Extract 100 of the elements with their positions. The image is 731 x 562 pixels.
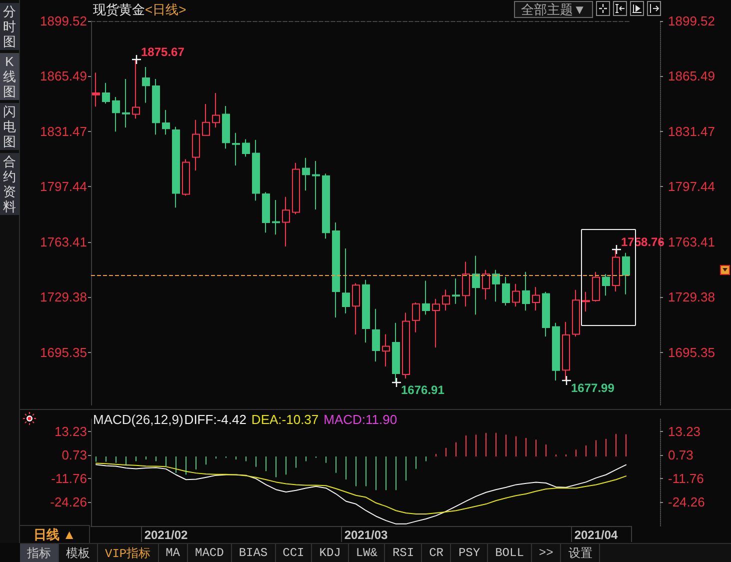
candlestick <box>382 334 390 368</box>
candlestick <box>172 126 180 208</box>
candlestick <box>212 92 220 128</box>
y-tick-label: 1865.49 <box>40 68 87 84</box>
candlestick <box>262 192 270 234</box>
text: 全部主题▼ <box>514 1 593 18</box>
text: CCI <box>276 544 312 562</box>
y2-tick-label: 1899.52 <box>668 14 715 28</box>
candlestick <box>502 276 510 306</box>
candlestick <box>482 269 490 300</box>
y-tick-label: 1729.38 <box>40 290 87 305</box>
tab: K线图 <box>0 53 19 100</box>
candlestick <box>342 248 350 314</box>
x-tick-label: 2021/04 <box>574 528 618 542</box>
candlestick <box>442 289 450 312</box>
y-tick-label: 1797.44 <box>40 179 87 194</box>
candlestick <box>222 105 230 150</box>
text: BOLL <box>488 544 532 562</box>
y2-tick-label: 1865.49 <box>668 68 715 84</box>
text: 1677.99 <box>571 381 614 396</box>
candlestick <box>332 222 340 318</box>
y2-tick-label: 1797.44 <box>668 179 715 194</box>
text: MA <box>158 544 188 562</box>
candlestick <box>372 308 380 362</box>
candlestick <box>122 78 130 128</box>
text: 设置 <box>561 544 600 562</box>
line-series <box>96 464 626 524</box>
y-tick-label: 0.73 <box>62 448 87 463</box>
line-series <box>96 462 626 514</box>
x-tick-label: 2021/03 <box>344 528 388 542</box>
candlestick <box>292 162 300 215</box>
candlestick <box>152 78 160 136</box>
candlestick <box>232 132 240 166</box>
candlestick <box>542 291 550 337</box>
candlestick <box>192 119 200 172</box>
candlestick <box>402 312 410 380</box>
y2-tick-label: 1695.35 <box>668 344 715 360</box>
y-tick-label: 13.23 <box>54 424 87 440</box>
text: PSY <box>451 544 488 562</box>
candlestick <box>412 302 420 333</box>
y2-tick-label: 0.73 <box>668 448 694 463</box>
tab: 分时图 <box>0 3 19 50</box>
candlestick <box>512 283 520 307</box>
tab: 合约资料 <box>0 153 19 215</box>
candlestick <box>362 279 370 343</box>
candlestick <box>142 66 150 104</box>
y2-tick-label: -24.26 <box>668 494 705 510</box>
y2-tick-label: -11.76 <box>668 471 704 486</box>
candlestick <box>312 160 320 210</box>
candlestick <box>532 286 540 312</box>
candlestick <box>182 158 190 196</box>
text: DEA:-10.37 <box>251 412 319 427</box>
tab: 闪电图 <box>0 103 19 150</box>
candlestick <box>202 103 210 136</box>
candlestick <box>162 110 170 136</box>
chart-title: 现货黄金 <box>93 2 145 17</box>
candlestick <box>522 271 530 312</box>
candlestick <box>322 173 330 240</box>
y-tick-label: 1695.35 <box>40 344 87 360</box>
text: VIP指标 <box>98 544 159 562</box>
text: CR <box>422 544 452 562</box>
chart-subtitle: <日线> <box>145 2 186 17</box>
candlestick <box>302 157 310 192</box>
text: 1875.67 <box>141 45 184 60</box>
candlestick <box>242 138 250 158</box>
text: 指标 <box>20 544 59 562</box>
candlestick <box>592 271 600 302</box>
candlestick <box>552 322 560 381</box>
candlestick <box>352 282 360 336</box>
chart-title: MACD(26,12,9) <box>93 412 184 427</box>
text: DIFF:-4.42 <box>184 412 246 427</box>
text: 1676.91 <box>401 382 444 397</box>
candlestick <box>582 291 590 312</box>
y-tick-label: -24.26 <box>50 494 87 510</box>
text: MACD:11.90 <box>324 412 398 427</box>
text: >> <box>532 544 562 562</box>
candlestick <box>422 280 430 316</box>
text: KDJ <box>312 544 349 562</box>
candlestick <box>92 72 100 108</box>
candlestick <box>472 255 480 316</box>
text: 模板 <box>59 544 98 562</box>
candlestick <box>252 139 260 202</box>
candlestick <box>462 261 470 307</box>
y2-tick-label: 1729.38 <box>668 290 715 305</box>
candlestick <box>622 252 630 295</box>
y-tick-label: 1763.41 <box>40 234 87 250</box>
y2-tick-label: 1831.47 <box>668 124 715 139</box>
candlestick <box>272 199 280 236</box>
text: MACD <box>188 544 232 562</box>
candlestick <box>432 298 440 348</box>
y-tick-label: -11.76 <box>51 471 87 486</box>
candlestick <box>102 82 110 104</box>
candlestick <box>572 289 580 337</box>
text: 日线 ▲ <box>20 525 90 543</box>
x-tick-label: 2021/02 <box>144 528 188 542</box>
y2-tick-label: 1763.41 <box>668 234 715 250</box>
candlestick <box>282 196 290 248</box>
text: BIAS <box>232 544 276 562</box>
candlestick <box>492 269 500 302</box>
y-tick-label: 1899.52 <box>40 14 87 28</box>
